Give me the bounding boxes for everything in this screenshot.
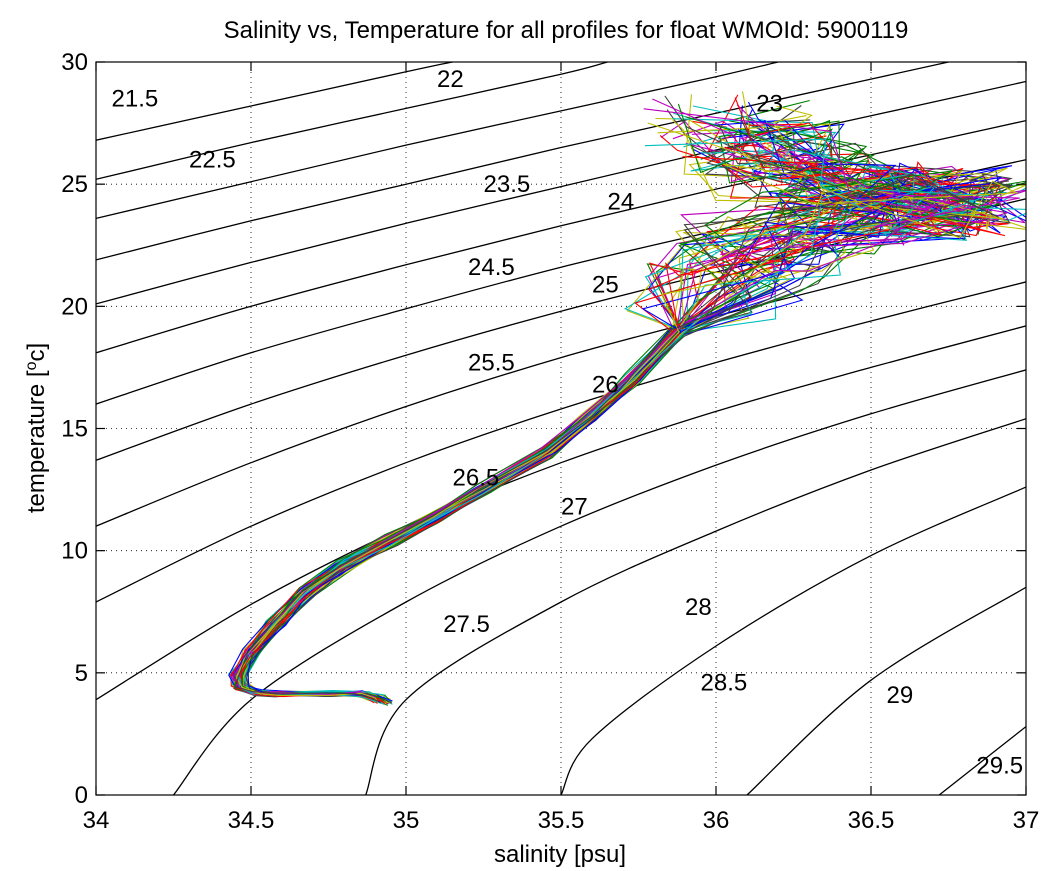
density-contour-line (96, 62, 779, 220)
profile-line (232, 147, 905, 702)
profile-line (235, 122, 1019, 703)
axis-ticks: 34 34.5 35 35.5 36 36.5 37 0 5 10 15 20 25 30 (61, 49, 1039, 834)
density-contour-label: 21.5 (112, 86, 159, 113)
density-contour-line (96, 281, 1026, 603)
density-contour-label: 26.5 (453, 464, 500, 491)
profile-line (235, 156, 1006, 703)
density-contour-label: 27 (561, 494, 588, 521)
chart-title: Salinity vs, Temperature for all profile… (224, 17, 909, 44)
density-contour-line (938, 726, 1026, 795)
y-tick-label: 10 (61, 538, 88, 565)
x-tick-label: 34 (83, 807, 110, 834)
density-contour-label: 23 (756, 91, 783, 118)
profile-line (237, 128, 1026, 703)
density-contour-line (172, 369, 1026, 795)
density-contour-line (96, 325, 1026, 701)
y-tick-label: 5 (75, 660, 88, 687)
x-axis-title: salinity [psu] (494, 841, 626, 868)
profile-line (232, 108, 1020, 702)
profile-line (239, 97, 943, 704)
x-tick-label: 35 (393, 807, 420, 834)
y-tick-label: 0 (75, 782, 88, 809)
density-contour-label: 28 (685, 594, 712, 621)
x-tick-label: 34.5 (228, 807, 275, 834)
density-contour-label: 24 (608, 188, 635, 215)
x-tick-label: 36 (703, 807, 730, 834)
density-contour-label: 25 (592, 271, 619, 298)
density-contour-line (96, 239, 1026, 527)
density-contour-line (746, 586, 1026, 795)
y-tick-label: 20 (61, 293, 88, 320)
density-contour-label: 27.5 (443, 611, 490, 638)
x-tick-label: 36.5 (848, 807, 895, 834)
y-axis-title-prefix: temperature [ (23, 370, 50, 513)
y-axis-title: temperature [oc] (23, 343, 50, 513)
x-tick-label: 35.5 (538, 807, 585, 834)
density-contour-label: 29 (887, 682, 914, 709)
density-contour-label: 22 (437, 66, 464, 93)
y-tick-label: 15 (61, 416, 88, 443)
density-contour-line (96, 62, 453, 141)
density-contour-line (560, 486, 1026, 795)
density-contour-label: 26 (592, 372, 619, 399)
y-axis-title-sup: o (23, 361, 40, 370)
y-tick-label: 25 (61, 171, 88, 198)
profile-lines (228, 91, 1026, 706)
density-contour-line (365, 418, 1026, 795)
density-contour-line (96, 62, 608, 180)
density-contour-label: 29.5 (976, 753, 1023, 780)
profile-line (234, 127, 1000, 704)
density-contour-label: 24.5 (468, 254, 515, 281)
density-contour-labels: 21.5 22 22.5 23 23.5 24 24.5 25 25.5 26 26.5 27 27.5… (112, 66, 1024, 780)
density-contour-label: 22.5 (189, 147, 236, 174)
density-contour-label: 28.5 (701, 670, 748, 697)
y-tick-label: 30 (61, 49, 88, 76)
density-contour-label: 25.5 (468, 350, 515, 377)
grid-layer (96, 62, 1026, 795)
profile-line (236, 149, 1026, 701)
density-contour-line (96, 62, 949, 261)
density-contour-line (96, 80, 1026, 305)
density-contour-label: 23.5 (484, 171, 531, 198)
x-tick-label: 37 (1013, 807, 1040, 834)
y-axis-title-suffix: c] (23, 343, 50, 362)
